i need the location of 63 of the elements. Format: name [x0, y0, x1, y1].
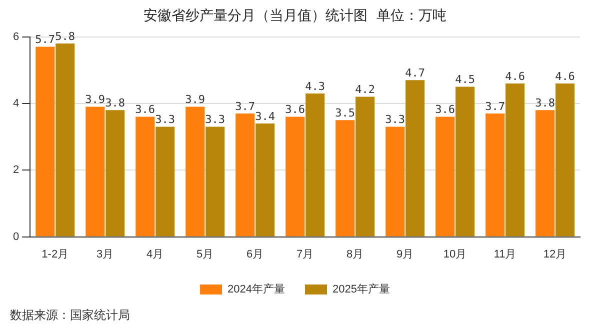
data-label: 4.2	[355, 83, 375, 96]
bar	[256, 123, 275, 236]
x-tick-label: 4月	[146, 248, 164, 260]
x-tick-label: 6月	[246, 248, 264, 260]
y-tick-label: 4	[12, 98, 20, 110]
data-label: 3.6	[285, 103, 305, 116]
bar	[56, 43, 75, 236]
data-label: 5.8	[55, 30, 76, 43]
x-tick-label: 1-2月	[42, 248, 69, 260]
bar	[156, 126, 175, 236]
data-label: 3.6	[435, 103, 455, 116]
data-label: 3.3	[205, 113, 226, 126]
data-label: 3.7	[485, 100, 505, 113]
bar	[86, 106, 105, 236]
bar	[106, 110, 125, 236]
source-note: 数据来源：国家统计局	[10, 307, 130, 324]
data-label: 3.5	[335, 106, 355, 120]
data-label: 3.8	[105, 96, 126, 110]
data-label: 3.7	[235, 100, 256, 113]
x-tick-label: 10月	[443, 248, 467, 260]
data-label: 3.8	[535, 96, 555, 110]
data-label: 5.7	[35, 33, 56, 46]
y-tick-label: 0	[12, 230, 20, 243]
legend-label: 2024年产量	[228, 282, 286, 296]
bar	[556, 83, 574, 236]
chart-title: 安徽省纱产量分月（当月值）统计图 单位：万吨	[144, 8, 446, 24]
bar	[456, 86, 475, 236]
bar	[356, 96, 375, 236]
x-tick-label: 3月	[96, 248, 114, 260]
bar	[386, 126, 405, 236]
bar	[436, 116, 455, 236]
data-label: 3.9	[85, 93, 106, 106]
data-label: 3.9	[185, 93, 206, 106]
bar	[186, 106, 205, 236]
bar	[206, 126, 225, 236]
bar	[36, 46, 55, 236]
bar	[406, 80, 425, 236]
x-tick-label: 11月	[494, 248, 516, 260]
bar	[336, 120, 355, 236]
x-tick-label: 7月	[296, 248, 314, 260]
data-label: 3.4	[255, 110, 276, 123]
x-tick-label: 8月	[346, 248, 364, 260]
x-tick-label: 9月	[396, 248, 414, 260]
bar	[506, 83, 525, 236]
data-label: 3.3	[155, 113, 176, 126]
data-label: 4.7	[405, 66, 425, 80]
data-label: 4.6	[505, 70, 525, 83]
y-tick-label: 6	[12, 30, 20, 43]
bar	[136, 116, 155, 236]
bar	[236, 113, 255, 236]
data-label: 4.3	[305, 80, 325, 93]
bar	[286, 116, 305, 236]
bar	[536, 110, 555, 236]
legend-label: 2025年产量	[332, 282, 390, 296]
bar	[486, 113, 505, 236]
x-tick-label: 5月	[196, 248, 214, 260]
x-tick-label: 12月	[543, 248, 567, 260]
data-label: 3.6	[135, 103, 156, 116]
data-label: 3.3	[385, 113, 405, 126]
bar	[306, 93, 325, 236]
y-tick-label: 2	[12, 164, 20, 176]
data-label: 4.5	[455, 73, 475, 86]
data-label: 4.6	[555, 70, 575, 83]
